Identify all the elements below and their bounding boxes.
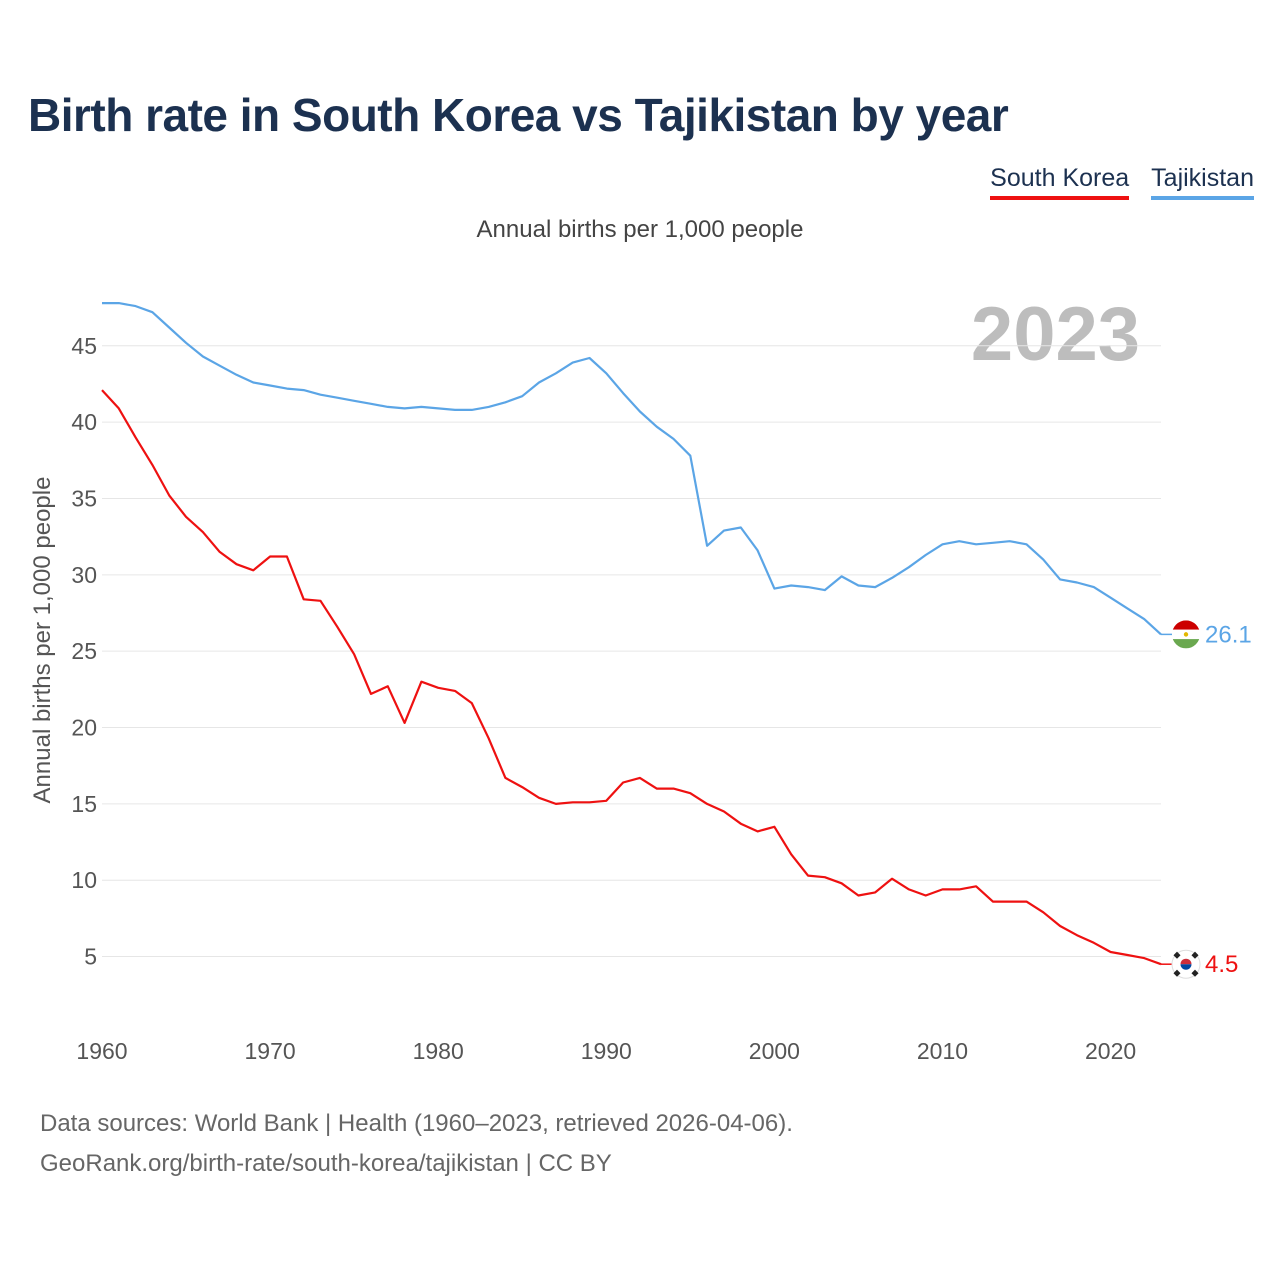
south-korea-flag-icon xyxy=(1171,949,1201,979)
series-line-south-korea xyxy=(101,389,1162,966)
end-label-tajikistan: 26.1 xyxy=(1205,621,1252,648)
chart-subtitle: Annual births per 1,000 people xyxy=(476,216,804,243)
legend-item-south-korea[interactable]: South Korea xyxy=(990,164,1130,200)
y-axis-title: Annual births per 1,000 people xyxy=(29,477,56,804)
tajikistan-flag-icon xyxy=(1172,620,1200,649)
y-tick-label-10: 10 xyxy=(71,867,97,893)
y-tick-label-20: 20 xyxy=(71,715,97,741)
y-tick-label-45: 45 xyxy=(71,333,97,359)
source-line-2[interactable]: GeoRank.org/birth-rate/south-korea/tajik… xyxy=(40,1150,612,1177)
x-tick-label-2000: 2000 xyxy=(749,1038,800,1064)
end-label-south-korea: 4.5 xyxy=(1205,951,1238,978)
y-tick-label-40: 40 xyxy=(71,409,97,435)
chart-title: Birth rate in South Korea vs Tajikistan … xyxy=(28,89,1009,141)
x-tick-label-1970: 1970 xyxy=(245,1038,296,1064)
x-tick-label-2010: 2010 xyxy=(917,1038,968,1064)
line-chart: 2023 Annual births per 1,000 people 5 10 1… xyxy=(29,292,1252,1064)
year-watermark: 2023 xyxy=(971,292,1140,377)
series-line-tajikistan xyxy=(102,302,1162,636)
y-tick-label-5: 5 xyxy=(84,944,97,970)
legend: South Korea Tajikistan xyxy=(990,164,1254,200)
x-tick-label-2020: 2020 xyxy=(1085,1038,1136,1064)
legend-item-tajikistan[interactable]: Tajikistan xyxy=(1151,164,1254,200)
y-tick-label-35: 35 xyxy=(71,485,97,511)
y-tick-label-25: 25 xyxy=(71,638,97,664)
y-tick-label-30: 30 xyxy=(71,562,97,588)
x-tick-label-1990: 1990 xyxy=(581,1038,632,1064)
source-line-1: Data sources: World Bank | Health (1960–… xyxy=(40,1110,793,1137)
source-note: Data sources: World Bank | Health (1960–… xyxy=(40,1104,793,1184)
x-tick-label-1980: 1980 xyxy=(413,1038,464,1064)
y-tick-label-15: 15 xyxy=(71,791,97,817)
x-tick-label-1960: 1960 xyxy=(76,1038,127,1064)
